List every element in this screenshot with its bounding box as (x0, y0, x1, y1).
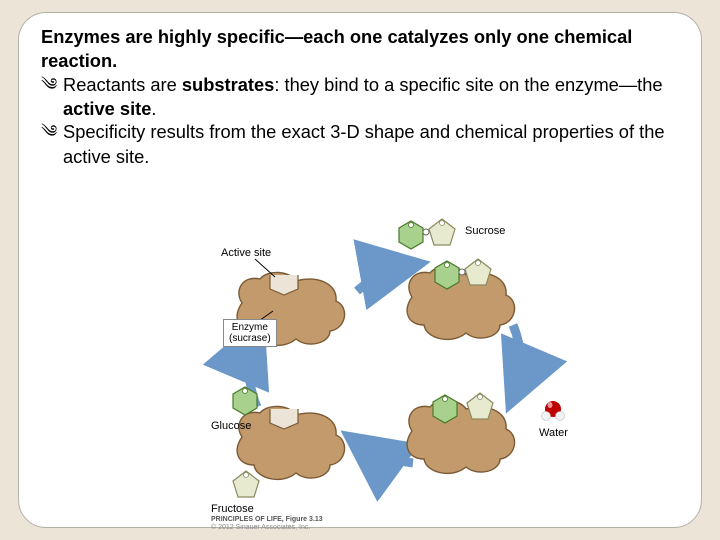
bullet-icon: ༄ (41, 121, 63, 143)
heading: Enzymes are highly specific—each one cat… (41, 25, 681, 73)
label-active-site: Active site (221, 247, 271, 259)
label-sucrose: Sucrose (465, 225, 505, 237)
text-content: Enzymes are highly specific—each one cat… (41, 25, 681, 168)
label-water: Water (539, 427, 568, 439)
credit-2: © 2012 Sinauer Associates, Inc. (211, 524, 310, 531)
credit-1: PRINCIPLES OF LIFE, Figure 3.13 (211, 516, 323, 523)
label-glucose: Glucose (211, 420, 251, 432)
enzyme-cycle-diagram: Active site Sucrose Enzyme(sucrase) Gluc… (189, 211, 599, 529)
bullet-icon: ༄ (41, 74, 63, 96)
label-enzyme: Enzyme(sucrase) (223, 319, 277, 347)
slide-card: Enzymes are highly specific—each one cat… (18, 12, 702, 528)
label-fructose: Fructose (211, 503, 254, 515)
bullet-1: ༄Reactants are substrates: they bind to … (41, 73, 681, 121)
bullet-2: ༄Specificity results from the exact 3-D … (41, 120, 681, 168)
